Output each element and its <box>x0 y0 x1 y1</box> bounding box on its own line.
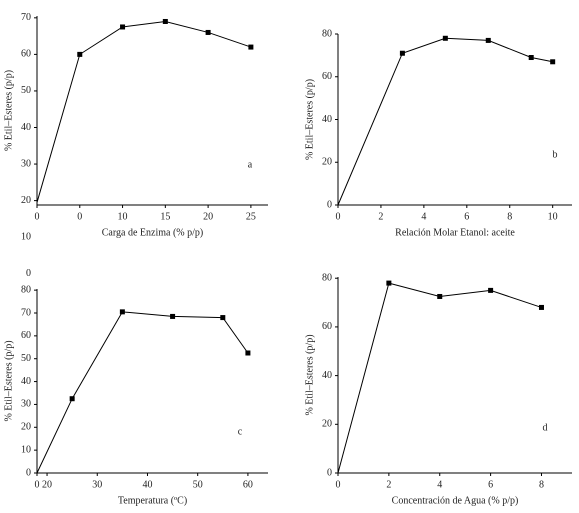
y-tick-label: 60 <box>21 330 31 341</box>
y-tick-label: 50 <box>21 85 31 96</box>
x-tick-label: 2 <box>378 211 383 222</box>
x-axis-label: Temperatura (ºC) <box>118 495 187 506</box>
x-tick-label: 20 <box>42 479 52 490</box>
data-point <box>528 55 534 61</box>
data-point <box>550 59 556 65</box>
x-axis-label: Concentración de Agua (% p/p) <box>392 495 519 506</box>
y-tick-label: 20 <box>322 157 332 168</box>
y-tick-label: 10 <box>21 444 31 455</box>
y-axis-label: % Etil–Esteres (p/p) <box>304 79 315 160</box>
data-point <box>162 18 168 24</box>
y-tick-label: 30 <box>21 399 31 410</box>
data-point <box>485 37 491 43</box>
y-tick-label: 70 <box>21 307 31 318</box>
x-tick-label: 0 <box>35 479 40 490</box>
data-line <box>337 282 542 474</box>
x-tick-label: 60 <box>243 479 253 490</box>
x-tick-label: 8 <box>507 211 512 222</box>
data-point <box>205 29 211 35</box>
x-tick-label: 50 <box>193 479 203 490</box>
data-point <box>488 287 494 293</box>
y-tick-label: 80 <box>21 284 31 295</box>
x-tick-label: 40 <box>142 479 152 490</box>
panel-label: a <box>248 159 253 170</box>
y-tick-label: 40 <box>322 370 332 381</box>
x-tick-label: 0 <box>336 479 341 490</box>
y-tick-label: 0 <box>26 268 31 279</box>
y-axis-label: % Etil–Esteres (p/p) <box>3 340 14 421</box>
x-tick-label: 2 <box>386 479 391 490</box>
data-point <box>399 50 405 56</box>
x-axis-label: Relación Molar Etanol: aceite <box>395 227 515 238</box>
y-tick-label: 40 <box>322 114 332 125</box>
y-tick-label: 0 <box>26 467 31 478</box>
data-point <box>77 51 83 57</box>
data-point <box>386 280 392 286</box>
panel-label: b <box>553 149 558 160</box>
data-point <box>220 315 226 321</box>
data-point <box>248 44 254 50</box>
panel-label: c <box>238 426 243 437</box>
x-tick-label: 15 <box>160 211 170 222</box>
y-tick-label: 80 <box>322 273 332 284</box>
x-axis-label: Carga de Enzima (% p/p) <box>102 227 203 238</box>
x-tick-label: 0 <box>336 211 341 222</box>
x-tick-label: 25 <box>246 211 256 222</box>
x-tick-label: 10 <box>548 211 558 222</box>
data-point <box>437 293 443 299</box>
x-tick-label: 4 <box>421 211 426 222</box>
y-tick-label: 60 <box>322 71 332 82</box>
y-axis-label: % Etil–Esteres (p/p) <box>304 334 315 415</box>
y-tick-label: 60 <box>21 49 31 60</box>
data-point <box>538 304 544 310</box>
x-tick-label: 0 <box>77 211 82 222</box>
x-tick-label: 10 <box>118 211 128 222</box>
x-tick-label: 0 <box>35 211 40 222</box>
y-tick-label: 70 <box>21 12 31 23</box>
data-line <box>36 20 252 203</box>
y-tick-label: 30 <box>21 158 31 169</box>
y-tick-label: 0 <box>327 467 332 478</box>
x-tick-label: 6 <box>464 211 469 222</box>
y-tick-label: 40 <box>21 376 31 387</box>
data-point <box>120 24 126 30</box>
y-tick-label: 10 <box>21 231 31 242</box>
x-tick-label: 8 <box>539 479 544 490</box>
data-line <box>337 37 553 206</box>
panel-label: d <box>543 422 548 433</box>
x-tick-label: 4 <box>437 479 442 490</box>
x-tick-label: 6 <box>488 479 493 490</box>
x-tick-label: 20 <box>203 211 213 222</box>
data-line <box>36 311 249 474</box>
data-point <box>170 313 176 319</box>
y-tick-label: 50 <box>21 353 31 364</box>
y-tick-label: 20 <box>21 422 31 433</box>
data-point <box>69 396 75 402</box>
data-point <box>245 350 251 356</box>
y-tick-label: 20 <box>322 419 332 430</box>
y-tick-label: 80 <box>322 28 332 39</box>
y-tick-label: 60 <box>322 321 332 332</box>
y-tick-label: 40 <box>21 122 31 133</box>
y-tick-label: 20 <box>21 195 31 206</box>
y-tick-label: 0 <box>327 199 332 210</box>
x-tick-label: 30 <box>92 479 102 490</box>
data-point <box>442 35 448 41</box>
y-axis-label: % Etil–Esteres (p/p) <box>3 70 14 151</box>
data-point <box>119 309 125 315</box>
